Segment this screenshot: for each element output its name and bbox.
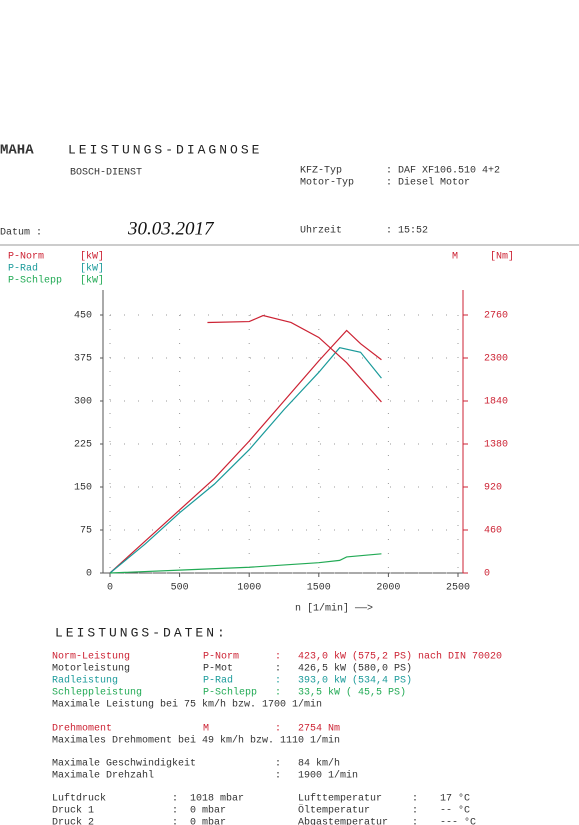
legend-unit: [Nm]	[490, 251, 514, 263]
section-title: LEISTUNGS-DATEN:	[55, 625, 228, 640]
ambient-cell: 1018 mbar	[190, 793, 244, 805]
data-cell: :	[275, 664, 281, 675]
ambient-cell: Abgastemperatur	[298, 817, 388, 825]
legend-unit: [kW]	[80, 251, 104, 263]
data-cell: :	[275, 688, 281, 699]
time-label: Uhrzeit	[300, 225, 342, 237]
data-cell: Drehmoment	[52, 723, 112, 735]
y2-tick-label: 920	[484, 483, 502, 494]
y-tick-label: 0	[86, 569, 92, 580]
y-tick-label: 75	[80, 526, 92, 537]
x-tick-label: 2500	[446, 583, 470, 594]
ambient-cell: :	[172, 794, 178, 805]
title: LEISTUNGS-DIAGNOSE	[68, 142, 262, 157]
ambient-cell: -- °C	[440, 805, 470, 817]
x-tick-label: 2000	[376, 583, 400, 594]
ambient-cell: 0 mbar	[190, 805, 226, 817]
data-cell: M	[203, 724, 209, 735]
ambient-cell: :	[412, 794, 418, 805]
y-tick-label: 150	[74, 483, 92, 494]
x-tick-label: 0	[107, 583, 113, 594]
data-cell: 33,5 kW ( 45,5 PS)	[298, 687, 406, 699]
data-cell: Schleppleistung	[52, 687, 142, 699]
dealer: BOSCH-DIENST	[70, 168, 142, 179]
data-cell: :	[275, 652, 281, 663]
legend-name: P-Rad	[8, 263, 38, 275]
series-line	[207, 314, 382, 403]
y2-tick-label: 2300	[484, 354, 508, 365]
legend-unit: [kW]	[80, 275, 104, 287]
data-cell: 393,0 kW (534,4 PS)	[298, 675, 412, 687]
series-line	[109, 553, 382, 574]
y2-tick-label: 1380	[484, 440, 508, 451]
field-label: KFZ-Typ	[300, 166, 342, 177]
data-cell: Maximale Drehzahl	[52, 770, 154, 782]
ambient-cell: --- °C	[440, 817, 476, 825]
data-cell: Maximale Geschwindigkeit	[52, 758, 196, 770]
ambient-cell: Öltemperatur	[298, 804, 370, 817]
ambient-cell: Druck 2	[52, 817, 94, 825]
field-value: : DAF XF106.510 4+2	[386, 166, 500, 177]
x-tick-label: 500	[171, 583, 189, 594]
date-label: Datum :	[0, 228, 42, 239]
data-cell: Motorleistung	[52, 663, 130, 675]
x-tick-label: 1500	[307, 583, 331, 594]
data-cell: P-Mot	[203, 664, 233, 675]
x-tick-label: 1000	[237, 583, 261, 594]
data-cell: P-Schlepp	[203, 687, 257, 699]
legend-name: M	[452, 252, 458, 263]
ambient-cell: 0 mbar	[190, 817, 226, 825]
ambient-cell: :	[412, 818, 418, 825]
series-line	[109, 329, 382, 574]
data-cell: :	[275, 724, 281, 735]
y2-tick-label: 460	[484, 526, 502, 537]
ambient-cell: Luftdruck	[52, 793, 106, 805]
data-cell: Radleistung	[52, 675, 118, 687]
series-line	[109, 347, 382, 574]
y2-tick-label: 1840	[484, 397, 508, 408]
data-cell: 84 km/h	[298, 758, 340, 770]
field-value: : Diesel Motor	[386, 177, 470, 189]
ambient-cell: :	[172, 806, 178, 817]
logo: MAHA	[0, 143, 34, 159]
field-label: Motor-Typ	[300, 178, 354, 189]
y-tick-label: 375	[74, 354, 92, 365]
date: 30.03.2017	[127, 218, 215, 239]
y-tick-label: 300	[74, 397, 92, 408]
data-cell: :	[275, 676, 281, 687]
y-tick-label: 225	[74, 440, 92, 451]
ambient-cell: 17 °C	[440, 793, 470, 805]
data-cell: 2754 Nm	[298, 724, 340, 735]
data-cell: :	[275, 759, 281, 770]
data-cell: P-Norm	[203, 652, 239, 663]
data-cell: 426,5 kW (580,0 PS)	[298, 663, 412, 675]
data-cell: 1900 1/min	[298, 770, 358, 782]
data-cell: 423,0 kW (575,2 PS) nach DIN 70020	[298, 651, 502, 663]
data-cell: Maximales Drehmoment bei 49 km/h bzw. 11…	[52, 735, 340, 747]
data-cell: :	[275, 771, 281, 782]
y2-tick-label: 0	[484, 569, 490, 580]
y2-tick-label: 2760	[484, 311, 508, 322]
x-axis-label: n [1/min] ——>	[295, 603, 373, 615]
data-cell: Maximale Leistung bei 75 km/h bzw. 1700 …	[52, 699, 322, 711]
legend-unit: [kW]	[80, 263, 104, 275]
legend-name: P-Norm	[8, 252, 44, 263]
y-tick-label: 450	[74, 311, 92, 322]
ambient-cell: Lufttemperatur	[298, 793, 382, 805]
time: : 15:52	[386, 226, 428, 237]
ambient-cell: :	[412, 806, 418, 817]
data-cell: P-Rad	[203, 675, 233, 687]
legend-name: P-Schlepp	[8, 275, 62, 287]
data-cell: Norm-Leistung	[52, 651, 130, 663]
ambient-cell: Druck 1	[52, 805, 94, 817]
ambient-cell: :	[172, 818, 178, 825]
